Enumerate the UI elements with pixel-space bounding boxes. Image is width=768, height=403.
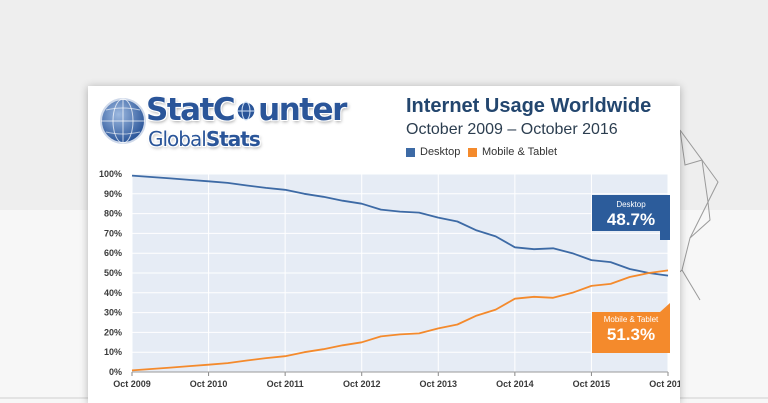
polygon-decoration-icon bbox=[669, 129, 719, 301]
logo-wordmark: StatC unter bbox=[146, 92, 347, 128]
x-tick-label: Oct 2009 bbox=[113, 379, 151, 389]
callout-mobile-shape bbox=[592, 303, 670, 353]
x-tick-label: Oct 2015 bbox=[573, 379, 611, 389]
x-tick-label: Oct 2016 bbox=[649, 379, 680, 389]
logo-subwordmark: GlobalStats bbox=[148, 127, 261, 151]
line-chart: 0% 10% 20% 30% 40% 50% 60% 70% 80% 90% 100% Oct 200… bbox=[99, 169, 680, 389]
x-tick-label: Oct 2014 bbox=[496, 379, 534, 389]
x-tick-label: Oct 2011 bbox=[267, 379, 304, 389]
y-tick-label: 90% bbox=[104, 189, 122, 199]
legend-label-mobile: Mobile & Tablet bbox=[482, 146, 558, 158]
x-tick-label: Oct 2013 bbox=[420, 379, 458, 389]
chart-subtitle: October 2009 – October 2016 bbox=[406, 121, 618, 138]
callout-mobile: Mobile & Tablet 51.3% bbox=[592, 303, 670, 353]
series-line-mobile bbox=[131, 269, 669, 372]
y-tick-label: 70% bbox=[104, 228, 122, 238]
callout-desktop-value: 48.7% bbox=[606, 210, 656, 229]
logo-text-global: Global bbox=[148, 127, 207, 151]
legend-label-desktop: Desktop bbox=[420, 146, 461, 158]
y-tick-label: 60% bbox=[104, 248, 122, 258]
x-tick-label: Oct 2012 bbox=[343, 379, 381, 389]
globe-letter-icon bbox=[236, 101, 256, 121]
logo-text-stat: Stat bbox=[146, 92, 214, 128]
chart-title: Internet Usage Worldwide bbox=[406, 95, 652, 117]
globe-icon bbox=[100, 98, 146, 144]
y-tick-label: 50% bbox=[104, 268, 122, 278]
y-tick-label: 100% bbox=[99, 169, 122, 179]
y-tick-label: 20% bbox=[104, 327, 122, 337]
y-tick-label: 80% bbox=[104, 209, 122, 219]
legend-swatch-desktop bbox=[406, 147, 415, 157]
callout-desktop: Desktop 48.7% bbox=[592, 195, 670, 240]
legend-item-mobile: Mobile & Tablet bbox=[468, 146, 557, 158]
stats-card: StatC unter GlobalStats Internet Usage Wo… bbox=[88, 86, 680, 403]
x-tick-label: Oct 2010 bbox=[190, 379, 228, 389]
callout-mobile-label: Mobile & Tablet bbox=[603, 315, 659, 324]
legend-item-desktop: Desktop bbox=[406, 146, 460, 158]
y-tick-label: 0% bbox=[109, 367, 122, 377]
logo-text-unter: unter bbox=[258, 92, 347, 128]
callout-mobile-value: 51.3% bbox=[606, 325, 656, 344]
y-tick-label: 40% bbox=[104, 288, 122, 298]
callout-desktop-shape bbox=[592, 195, 670, 240]
statcounter-logo[interactable]: StatC unter GlobalStats bbox=[98, 92, 368, 156]
logo-text-c: C bbox=[212, 92, 236, 128]
logo-text-stats: Stats bbox=[205, 127, 261, 151]
callout-desktop-label: Desktop bbox=[616, 200, 646, 209]
series-line-desktop bbox=[131, 174, 669, 277]
legend-swatch-mobile bbox=[468, 147, 477, 157]
y-tick-label: 10% bbox=[104, 347, 122, 357]
y-tick-label: 30% bbox=[104, 308, 122, 318]
